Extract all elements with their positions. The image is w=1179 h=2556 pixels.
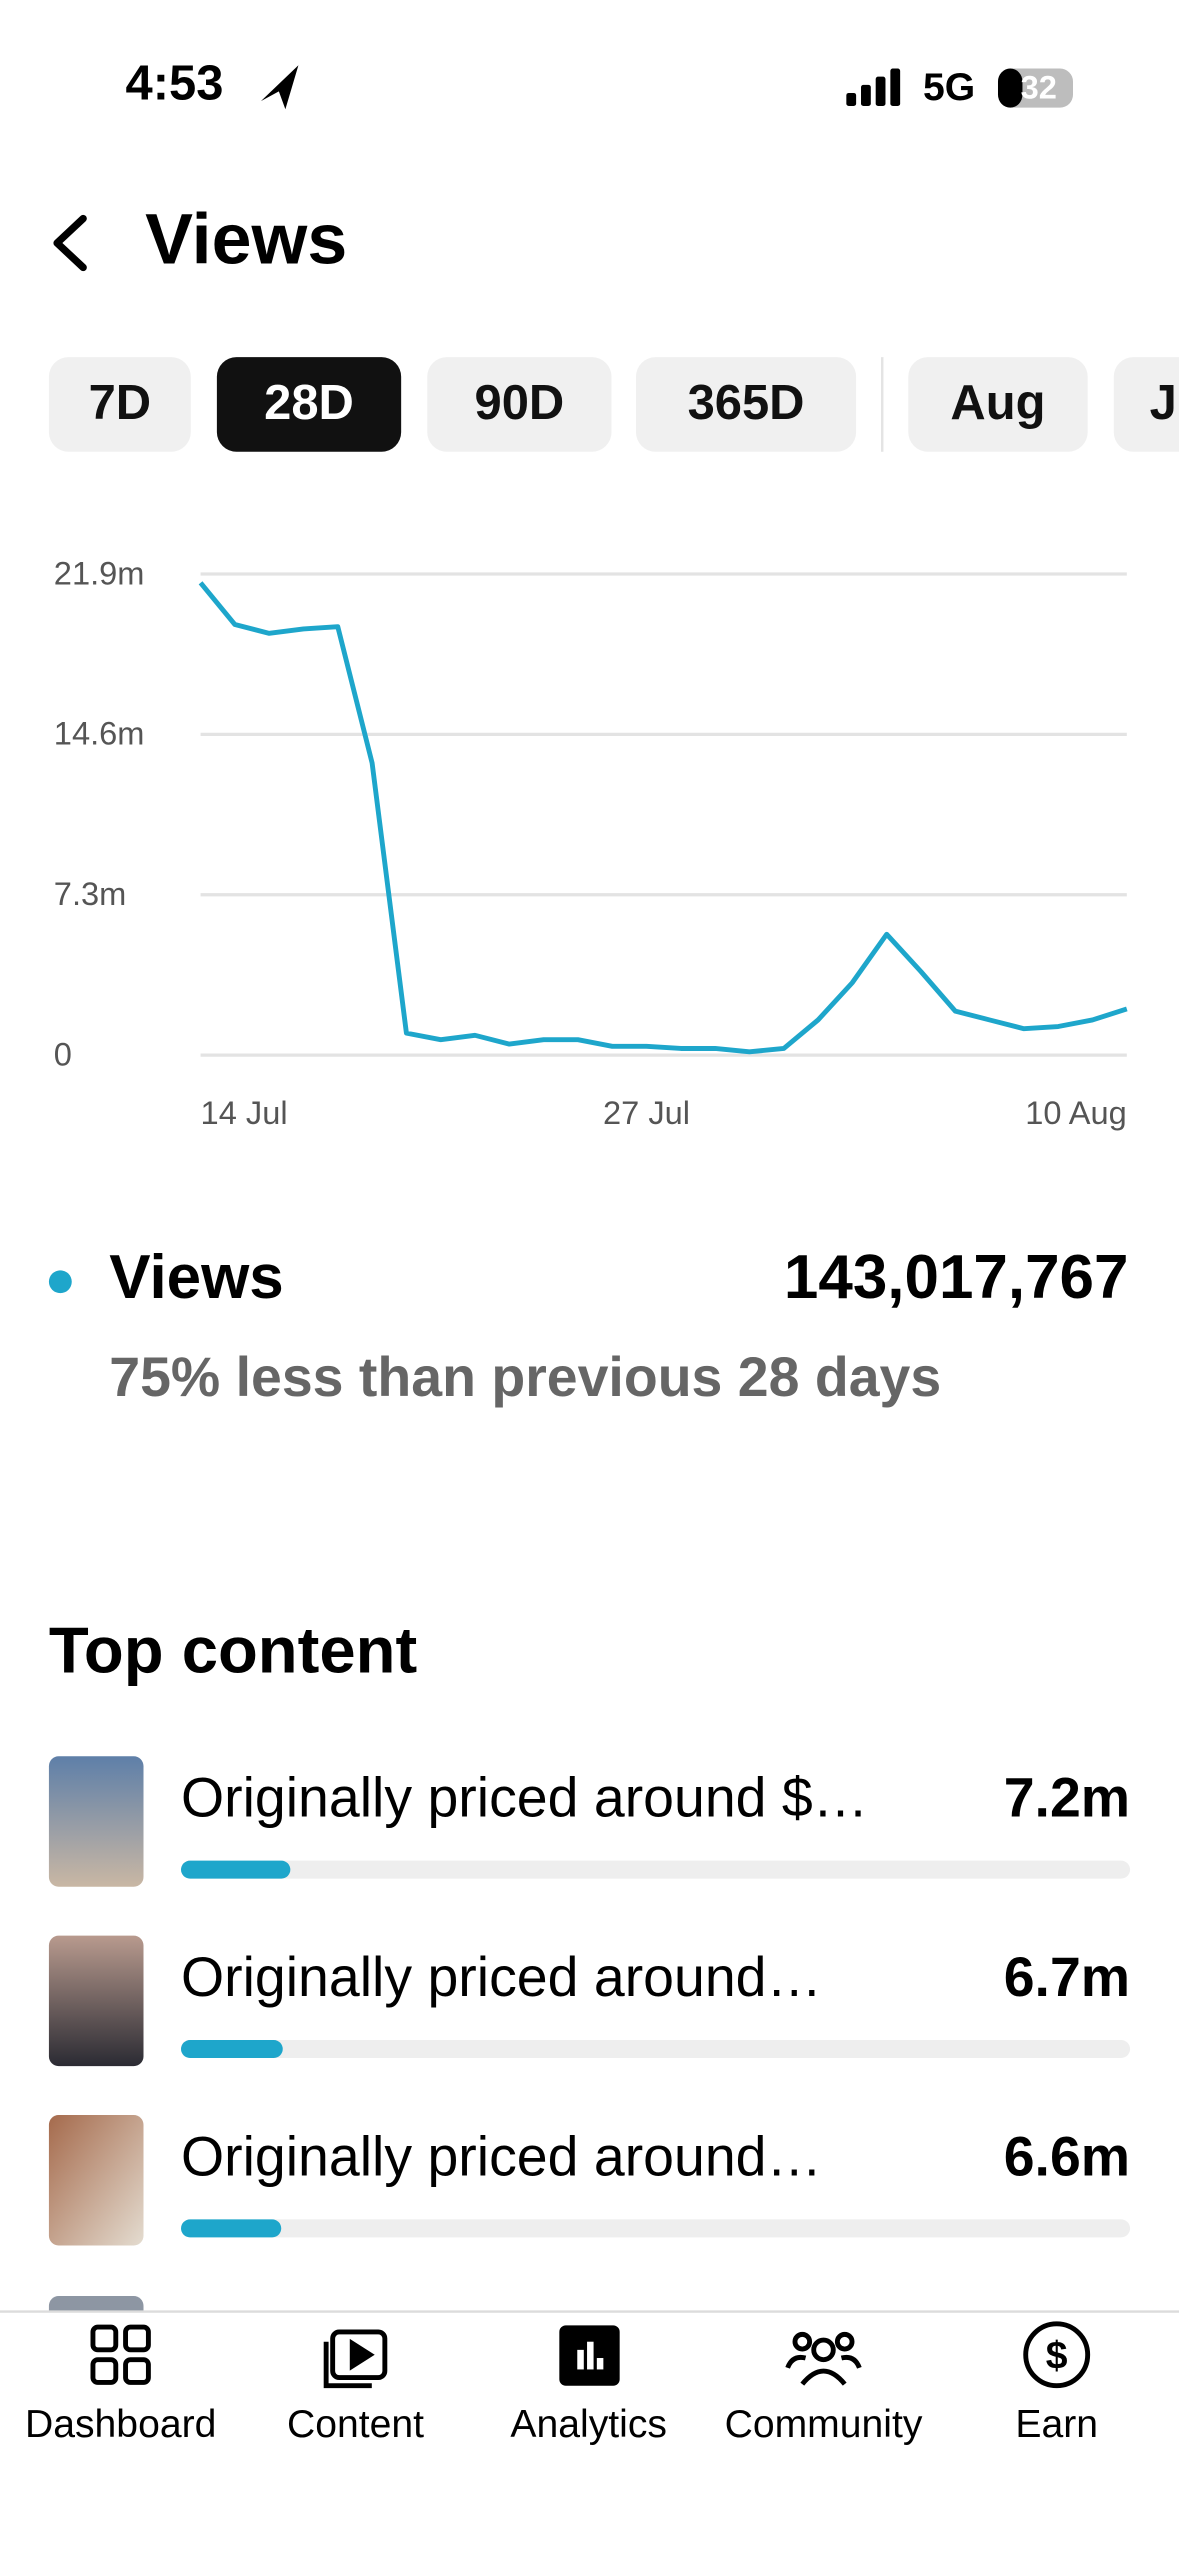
network: 5G [923, 66, 975, 109]
nav-icons [90, 2321, 1091, 2389]
content-value: 7.2m [1004, 1767, 1130, 1829]
x-tick-label: 27 Jul [603, 1094, 690, 1131]
line [198, 581, 1128, 1055]
thumbnail[interactable] [48, 2296, 144, 2426]
tab[interactable] [1113, 357, 1179, 452]
summary-label: Views [109, 1243, 284, 1312]
status-time: 4:53 [126, 56, 224, 110]
earn-symbol: $ [1046, 2334, 1068, 2377]
battery-level [997, 68, 1023, 108]
tab-label: 365D [688, 376, 805, 430]
summary-comparison: 75% less than previous 28 days [109, 1346, 941, 1408]
tab-label: 90D [475, 376, 565, 430]
content-title[interactable]: Originally priced around $… [181, 1767, 868, 1829]
tab[interactable] [48, 357, 191, 452]
nav-label[interactable]: Analytics [510, 2403, 667, 2446]
bar-track [181, 2219, 1131, 2238]
dashboard-icon[interactable] [90, 2324, 119, 2353]
tab-label: 28D [264, 376, 354, 430]
tab-label: 7D [89, 376, 152, 430]
x-tick-label: 10 Aug [1025, 1094, 1127, 1131]
y-tick-label: 0 [54, 1035, 72, 1072]
legend-dot [48, 1270, 72, 1294]
bar-track [181, 1860, 1131, 1879]
tab-label: Aug [950, 376, 1045, 430]
earn-icon[interactable] [1023, 2321, 1091, 2389]
signal-icon [846, 68, 901, 107]
nav-label[interactable]: Community [725, 2403, 923, 2446]
tab[interactable] [216, 357, 402, 452]
battery-text: 32 [1021, 68, 1057, 105]
content-value: 6.6m [1004, 2125, 1130, 2187]
tab-bar: 7D 28D 90D 365D Aug J [48, 357, 1179, 452]
tab-label: J [1150, 376, 1177, 430]
content-icon[interactable] [330, 2329, 388, 2381]
tab[interactable] [427, 357, 612, 452]
bar [181, 2219, 282, 2238]
nav-label[interactable]: Dashboard [25, 2403, 216, 2446]
location-icon [260, 65, 299, 110]
content-title[interactable]: Originally priced around… [181, 1946, 822, 2008]
nav-label[interactable]: Earn [1015, 2403, 1098, 2446]
page-title: Views [145, 200, 347, 280]
content-title[interactable]: Originally priced around… [181, 2125, 822, 2187]
bar [181, 1860, 291, 1879]
x-tick-label: 14 Jul [201, 1094, 288, 1131]
thumbnail[interactable] [48, 1756, 144, 1887]
tab[interactable] [635, 357, 857, 452]
bar [181, 2040, 283, 2058]
thumbnail[interactable] [48, 1935, 144, 2067]
summary-total: 143,017,767 [784, 1243, 1129, 1312]
community-icon[interactable] [811, 2337, 836, 2363]
y-tick-label: 21.9m [54, 554, 145, 591]
back-button[interactable] [53, 214, 87, 272]
nav-label[interactable]: Content [287, 2403, 424, 2446]
y-tick-label: 14.6m [54, 715, 145, 752]
bar-track [181, 2040, 1131, 2058]
thumbnail[interactable] [48, 2115, 144, 2246]
tab[interactable] [908, 357, 1088, 452]
top-content-list: Originally priced around $… 7.2m Originall… [48, 1756, 1131, 2426]
y-tick-label: 7.3m [54, 875, 127, 912]
section-title: Top content [49, 1613, 417, 1686]
content-value: 6.7m [1004, 1946, 1130, 2008]
chart: 0 7.3m 14.6m 21.9m 14 Jul 27 Jul 10 Aug [54, 554, 1128, 1131]
